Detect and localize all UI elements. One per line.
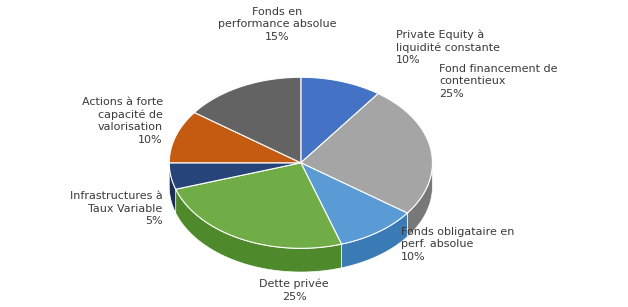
Polygon shape xyxy=(301,163,408,244)
Text: Dette privée
25%: Dette privée 25% xyxy=(259,279,329,301)
Polygon shape xyxy=(301,77,378,163)
Text: Infrastructures à
Taux Variable
5%: Infrastructures à Taux Variable 5% xyxy=(70,192,163,226)
Polygon shape xyxy=(176,163,342,248)
Polygon shape xyxy=(170,163,301,189)
Text: Private Equity à
liquidité constante
10%: Private Equity à liquidité constante 10% xyxy=(396,29,500,65)
Text: Fonds obligataire en
perf. absolue
10%: Fonds obligataire en perf. absolue 10% xyxy=(401,227,514,262)
Polygon shape xyxy=(301,94,433,213)
Polygon shape xyxy=(195,77,301,163)
Polygon shape xyxy=(176,189,342,272)
Text: Fond financement de
contentieux
25%: Fond financement de contentieux 25% xyxy=(439,64,558,99)
Polygon shape xyxy=(170,113,301,163)
Text: Fonds en
performance absolue
15%: Fonds en performance absolue 15% xyxy=(218,7,337,42)
Polygon shape xyxy=(170,163,176,213)
Polygon shape xyxy=(342,213,408,268)
Text: Actions à forte
capacité de
valorisation
10%: Actions à forte capacité de valorisation… xyxy=(82,97,163,145)
Polygon shape xyxy=(408,163,433,237)
